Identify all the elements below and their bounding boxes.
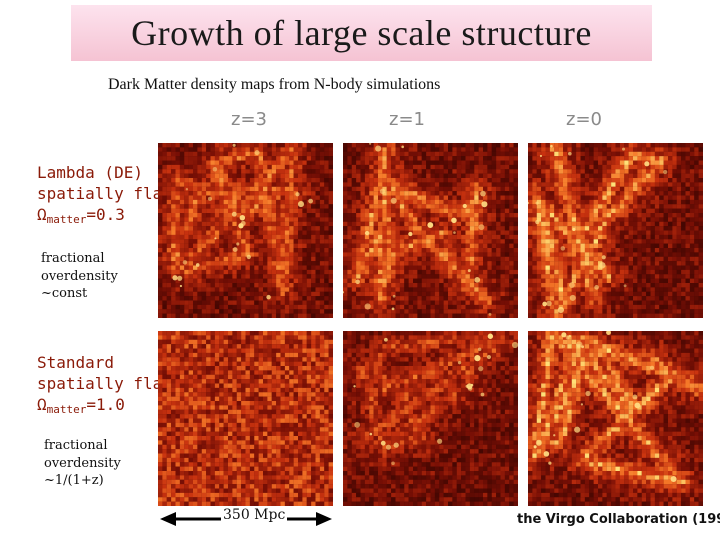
omega-symbol: Ω: [37, 205, 47, 224]
credit-text: the Virgo Collaboration (199: [517, 512, 720, 527]
row2-growth-label: fractional overdensity ~1/(1+z): [44, 437, 121, 490]
row2-growth-line1: fractional: [44, 438, 108, 453]
row2-model-line1: Standard: [37, 353, 115, 372]
omega-subscript: matter: [46, 403, 87, 416]
row1-model-label: Lambda (DE) spatially flat Ωmatter=0.3: [37, 162, 172, 230]
omega-symbol: Ω: [37, 395, 47, 414]
omega-value: =1.0: [86, 395, 125, 414]
density-map-lambda-z0: [528, 143, 703, 318]
row1-growth-label: fractional overdensity ~const: [41, 250, 118, 303]
row1-model-line1: Lambda (DE): [37, 163, 143, 182]
column-label-z0: z=0: [566, 109, 602, 130]
row1-growth-line1: fractional: [41, 251, 105, 266]
omega-subscript: matter: [46, 213, 87, 226]
density-map-lambda-z1: [343, 143, 518, 318]
density-map-standard-z1: [343, 331, 518, 506]
omega-value: =0.3: [86, 205, 125, 224]
page-title: Growth of large scale structure: [131, 13, 592, 53]
row2-growth-line3: ~1/(1+z): [44, 473, 104, 488]
title-banner: Growth of large scale structure: [71, 5, 652, 61]
row1-omega: Ωmatter=0.3: [37, 204, 172, 230]
scale-label: 350 Mpc: [221, 507, 288, 523]
row1-growth-line3: ~const: [41, 286, 88, 301]
row2-model-label: Standard spatially flat Ωmatter=1.0: [37, 352, 172, 420]
row1-growth-line2: overdensity: [41, 268, 118, 284]
row2-omega: Ωmatter=1.0: [37, 394, 172, 420]
row2-growth-line2: overdensity: [44, 455, 121, 471]
density-map-lambda-z3: [158, 143, 333, 318]
column-label-z3: z=3: [231, 109, 267, 130]
density-map-standard-z3: [158, 331, 333, 506]
subtitle: Dark Matter density maps from N-body sim…: [108, 76, 441, 93]
column-label-z1: z=1: [389, 109, 425, 130]
density-map-standard-z0: [528, 331, 703, 506]
row2-model-line2: spatially flat: [37, 374, 172, 393]
row1-model-line2: spatially flat: [37, 184, 172, 203]
